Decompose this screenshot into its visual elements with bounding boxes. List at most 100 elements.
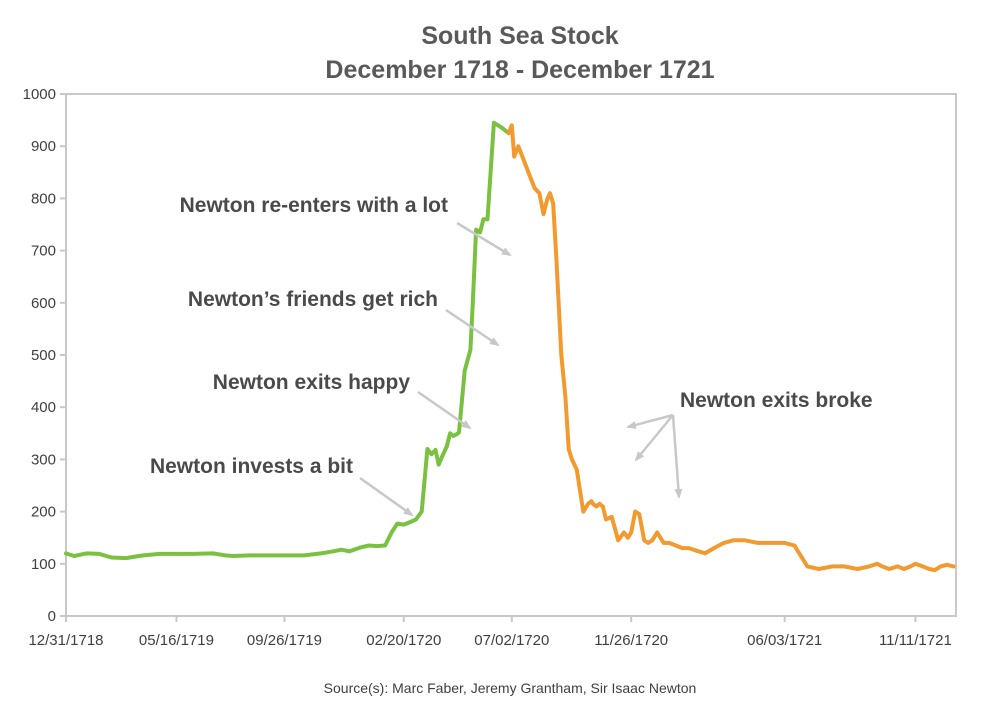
arrow-invests-a-bit	[359, 476, 414, 517]
data-point	[667, 541, 672, 545]
data-point	[695, 549, 699, 553]
data-point	[722, 541, 726, 545]
data-point	[451, 434, 456, 438]
data-point	[604, 517, 608, 522]
data-point	[442, 449, 447, 454]
data-point	[302, 553, 306, 558]
data-point	[402, 522, 406, 527]
data-point	[830, 564, 835, 569]
data-point	[457, 430, 461, 435]
data-point	[626, 535, 630, 540]
y-tick-label: 300	[31, 451, 56, 468]
data-point	[429, 452, 434, 457]
annotation-newton-re-enters: Newton re-enters with a lot	[180, 194, 448, 217]
chart-subtitle: December 1718 - December 1721	[325, 56, 714, 84]
data-point	[661, 541, 666, 545]
x-tick-label: 12/31/1718	[28, 632, 103, 649]
data-point	[712, 546, 716, 550]
x-tick-label: 11/26/1720	[594, 632, 668, 649]
data-point	[545, 196, 550, 201]
data-point	[440, 455, 444, 459]
arrow-exits-broke-2	[634, 414, 674, 462]
y-tick-label: 600	[31, 295, 56, 312]
data-point	[616, 538, 620, 543]
data-point	[541, 212, 546, 216]
x-tick-label: 02/20/1720	[366, 632, 441, 649]
series-line-rise	[64, 120, 511, 561]
data-point	[554, 259, 559, 263]
data-point	[756, 541, 760, 545]
data-point	[782, 541, 787, 545]
data-point	[548, 191, 552, 195]
data-point	[895, 564, 900, 569]
data-point	[817, 567, 821, 571]
data-point	[64, 551, 68, 556]
data-point	[687, 546, 691, 550]
data-point	[97, 552, 102, 556]
x-tick-label: 11/11/1721	[879, 632, 952, 649]
data-point	[190, 552, 195, 556]
data-point	[551, 201, 555, 206]
chart-title: South Sea Stock	[421, 22, 618, 50]
data-point	[559, 353, 564, 357]
data-point	[581, 509, 586, 514]
data-point	[767, 541, 771, 545]
x-axis-ticks: 12/31/1718 05/16/1719 09/26/1719 02/20/1720…	[28, 616, 952, 649]
data-point	[141, 553, 145, 558]
data-point	[506, 131, 511, 135]
data-point	[425, 447, 430, 451]
data-point	[319, 551, 323, 556]
source-note: Source(s): Marc Faber, Jeremy Grantham, …	[324, 680, 697, 696]
data-point	[485, 217, 490, 222]
annotation-newton-exits-happy: Newton exits happy	[213, 371, 411, 394]
data-point	[516, 144, 521, 148]
data-point	[265, 553, 270, 558]
data-point	[908, 564, 913, 569]
data-point	[124, 556, 128, 560]
data-point	[887, 567, 892, 571]
data-point	[805, 564, 810, 569]
data-point	[496, 123, 500, 128]
data-point	[454, 432, 459, 437]
data-point	[933, 568, 937, 572]
data-point	[395, 521, 400, 526]
data-point	[520, 154, 525, 159]
data-point	[855, 567, 860, 571]
annotation-newton-friends-get-rich: Newton’s friends get rich	[188, 288, 438, 311]
data-point	[478, 230, 482, 235]
data-point	[109, 555, 114, 560]
x-tick-label: 05/16/1719	[139, 632, 214, 649]
data-point	[481, 217, 486, 222]
data-point	[637, 512, 642, 516]
data-point	[591, 502, 595, 506]
data-point	[601, 504, 605, 509]
data-point	[471, 301, 475, 305]
data-point	[367, 543, 371, 548]
arrow-friends-get-rich	[445, 308, 500, 347]
y-tick-label: 700	[31, 243, 56, 260]
y-tick-label: 500	[31, 347, 56, 364]
data-point	[945, 563, 949, 567]
series-layer	[64, 120, 956, 573]
x-tick-label: 06/03/1721	[747, 632, 822, 649]
data-point	[510, 123, 514, 128]
data-point	[157, 552, 162, 556]
data-point	[339, 547, 344, 552]
data-point	[72, 554, 76, 558]
data-point	[445, 444, 449, 449]
data-point	[532, 186, 537, 190]
arrow-re-enters	[456, 221, 512, 257]
data-point	[880, 564, 884, 569]
y-tick-label: 0	[48, 608, 56, 625]
data-point	[389, 530, 394, 535]
data-point	[731, 538, 736, 543]
data-point	[575, 468, 579, 472]
data-point	[331, 549, 336, 554]
data-point	[674, 543, 678, 548]
data-point	[650, 538, 655, 543]
data-point	[474, 227, 478, 232]
data-point	[597, 502, 602, 506]
data-point	[408, 520, 413, 524]
data-point	[586, 502, 590, 506]
